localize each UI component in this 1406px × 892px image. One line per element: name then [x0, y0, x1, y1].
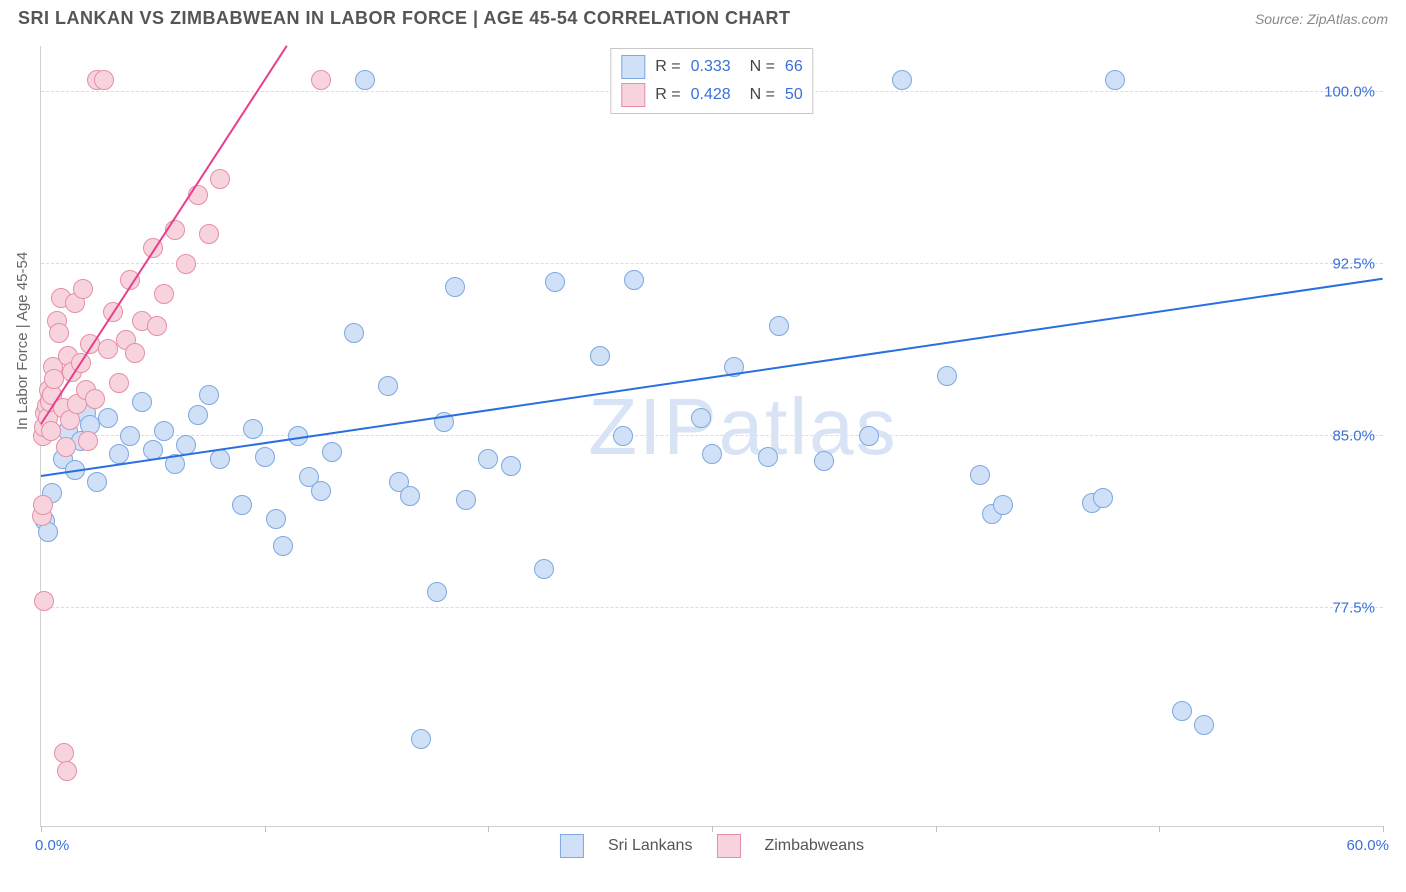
data-point [411, 729, 431, 749]
data-point [456, 490, 476, 510]
swatch-srilankans [621, 55, 645, 79]
data-point [478, 449, 498, 469]
data-point [892, 70, 912, 90]
x-tick [1383, 826, 1384, 832]
data-point [85, 389, 105, 409]
x-tick [265, 826, 266, 832]
data-point [243, 419, 263, 439]
y-tick-label: 100.0% [1324, 83, 1375, 100]
data-point [132, 392, 152, 412]
gridline [41, 435, 1383, 436]
data-point [993, 495, 1013, 515]
data-point [769, 316, 789, 336]
data-point [427, 582, 447, 602]
data-point [311, 481, 331, 501]
data-point [154, 421, 174, 441]
data-point [501, 456, 521, 476]
data-point [109, 373, 129, 393]
chart-source: Source: ZipAtlas.com [1255, 11, 1388, 27]
y-axis-label: In Labor Force | Age 45-54 [14, 252, 31, 430]
data-point [49, 323, 69, 343]
data-point [188, 405, 208, 425]
y-tick-label: 77.5% [1332, 600, 1375, 617]
data-point [33, 495, 53, 515]
data-point [344, 323, 364, 343]
x-tick [1159, 826, 1160, 832]
data-point [1093, 488, 1113, 508]
data-point [322, 442, 342, 462]
data-point [73, 279, 93, 299]
data-point [624, 270, 644, 290]
data-point [400, 486, 420, 506]
gridline [41, 607, 1383, 608]
data-point [1194, 715, 1214, 735]
x-min-label: 0.0% [35, 837, 69, 854]
legend-series: Sri Lankans Zimbabweans [560, 834, 864, 858]
trend-line [40, 44, 288, 424]
x-max-label: 60.0% [1346, 837, 1389, 854]
data-point [355, 70, 375, 90]
legend-label: Sri Lankans [608, 837, 693, 855]
data-point [445, 277, 465, 297]
data-point [94, 70, 114, 90]
data-point [199, 224, 219, 244]
data-point [613, 426, 633, 446]
data-point [41, 421, 61, 441]
data-point [98, 339, 118, 359]
data-point [691, 408, 711, 428]
chart-plot-area: ZIPatlas R = 0.333 N = 66 R = 0.428 N = … [40, 46, 1383, 827]
data-point [273, 536, 293, 556]
data-point [34, 591, 54, 611]
data-point [125, 343, 145, 363]
data-point [210, 449, 230, 469]
y-tick-label: 92.5% [1332, 255, 1375, 272]
data-point [54, 743, 74, 763]
watermark: ZIPatlas [588, 381, 897, 473]
legend-stats-row: R = 0.333 N = 66 [621, 53, 802, 81]
x-tick [936, 826, 937, 832]
data-point [176, 254, 196, 274]
data-point [255, 447, 275, 467]
y-tick-label: 85.0% [1332, 428, 1375, 445]
data-point [266, 509, 286, 529]
chart-title: SRI LANKAN VS ZIMBABWEAN IN LABOR FORCE … [18, 8, 791, 29]
gridline [41, 263, 1383, 264]
data-point [120, 426, 140, 446]
data-point [57, 761, 77, 781]
data-point [1105, 70, 1125, 90]
x-tick [712, 826, 713, 832]
data-point [78, 431, 98, 451]
legend-stats: R = 0.333 N = 66 R = 0.428 N = 50 [610, 48, 813, 114]
data-point [970, 465, 990, 485]
data-point [859, 426, 879, 446]
data-point [56, 437, 76, 457]
data-point [154, 284, 174, 304]
legend-label: Zimbabweans [764, 837, 864, 855]
legend-stats-row: R = 0.428 N = 50 [621, 81, 802, 109]
swatch-zimbabweans [716, 834, 740, 858]
swatch-srilankans [560, 834, 584, 858]
swatch-zimbabweans [621, 83, 645, 107]
x-tick [41, 826, 42, 832]
data-point [758, 447, 778, 467]
data-point [545, 272, 565, 292]
data-point [98, 408, 118, 428]
data-point [147, 316, 167, 336]
data-point [311, 70, 331, 90]
data-point [534, 559, 554, 579]
x-tick [488, 826, 489, 832]
data-point [814, 451, 834, 471]
data-point [210, 169, 230, 189]
data-point [702, 444, 722, 464]
data-point [590, 346, 610, 366]
data-point [199, 385, 219, 405]
data-point [232, 495, 252, 515]
data-point [1172, 701, 1192, 721]
data-point [87, 472, 107, 492]
data-point [937, 366, 957, 386]
data-point [378, 376, 398, 396]
